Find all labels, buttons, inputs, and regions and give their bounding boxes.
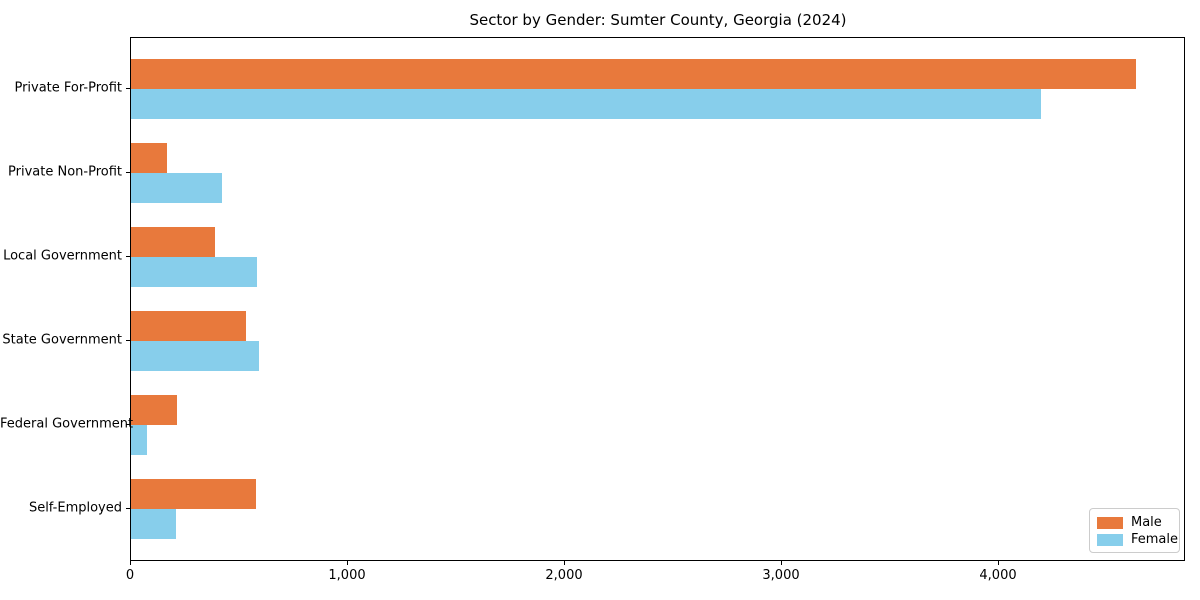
x-tick-label: 1,000 — [328, 568, 366, 583]
y-tick-label: Self-Employed — [28, 500, 122, 516]
x-tick-mark — [781, 561, 782, 565]
y-tick-label: Private Non-Profit — [8, 164, 122, 180]
x-tick-label: 4,000 — [979, 568, 1017, 583]
legend-item-female: Female — [1097, 531, 1178, 548]
y-tick-label: Private For-Profit — [14, 80, 122, 96]
legend-label-male: Male — [1131, 515, 1162, 530]
legend-swatch-male — [1097, 516, 1123, 529]
y-tick-label: Federal Government — [0, 416, 134, 432]
bar-male-state-government — [131, 311, 246, 341]
bar-female-private-for-profit — [131, 89, 1041, 119]
x-tick-mark — [347, 561, 348, 565]
legend: Male Female — [1089, 508, 1180, 553]
bar-male-local-government — [131, 227, 215, 257]
x-tick-label: 0 — [125, 568, 135, 583]
bar-male-private-non-profit — [131, 143, 167, 173]
y-tick-mark — [126, 172, 130, 173]
y-tick-mark — [126, 340, 130, 341]
bar-male-self-employed — [131, 479, 256, 509]
bar-female-state-government — [131, 341, 259, 371]
y-tick-label: State Government — [2, 332, 122, 348]
plot-area — [130, 37, 1185, 561]
x-tick-mark — [130, 561, 131, 565]
x-tick-label: 2,000 — [545, 568, 583, 583]
y-tick-mark — [126, 256, 130, 257]
legend-item-male: Male — [1097, 514, 1172, 531]
chart-title: Sector by Gender: Sumter County, Georgia… — [469, 11, 847, 29]
legend-swatch-female — [1097, 533, 1123, 546]
bar-female-private-non-profit — [131, 173, 222, 203]
x-tick-mark — [998, 561, 999, 565]
x-tick-label: 3,000 — [762, 568, 800, 583]
y-tick-mark — [126, 88, 130, 89]
bar-female-self-employed — [131, 509, 176, 539]
y-tick-mark — [126, 424, 130, 425]
y-tick-label: Local Government — [3, 248, 122, 264]
bar-female-federal-government — [131, 425, 147, 455]
bar-male-private-for-profit — [131, 59, 1136, 89]
bar-female-local-government — [131, 257, 257, 287]
y-tick-mark — [126, 508, 130, 509]
x-tick-mark — [564, 561, 565, 565]
bar-male-federal-government — [131, 395, 177, 425]
legend-label-female: Female — [1131, 532, 1179, 547]
